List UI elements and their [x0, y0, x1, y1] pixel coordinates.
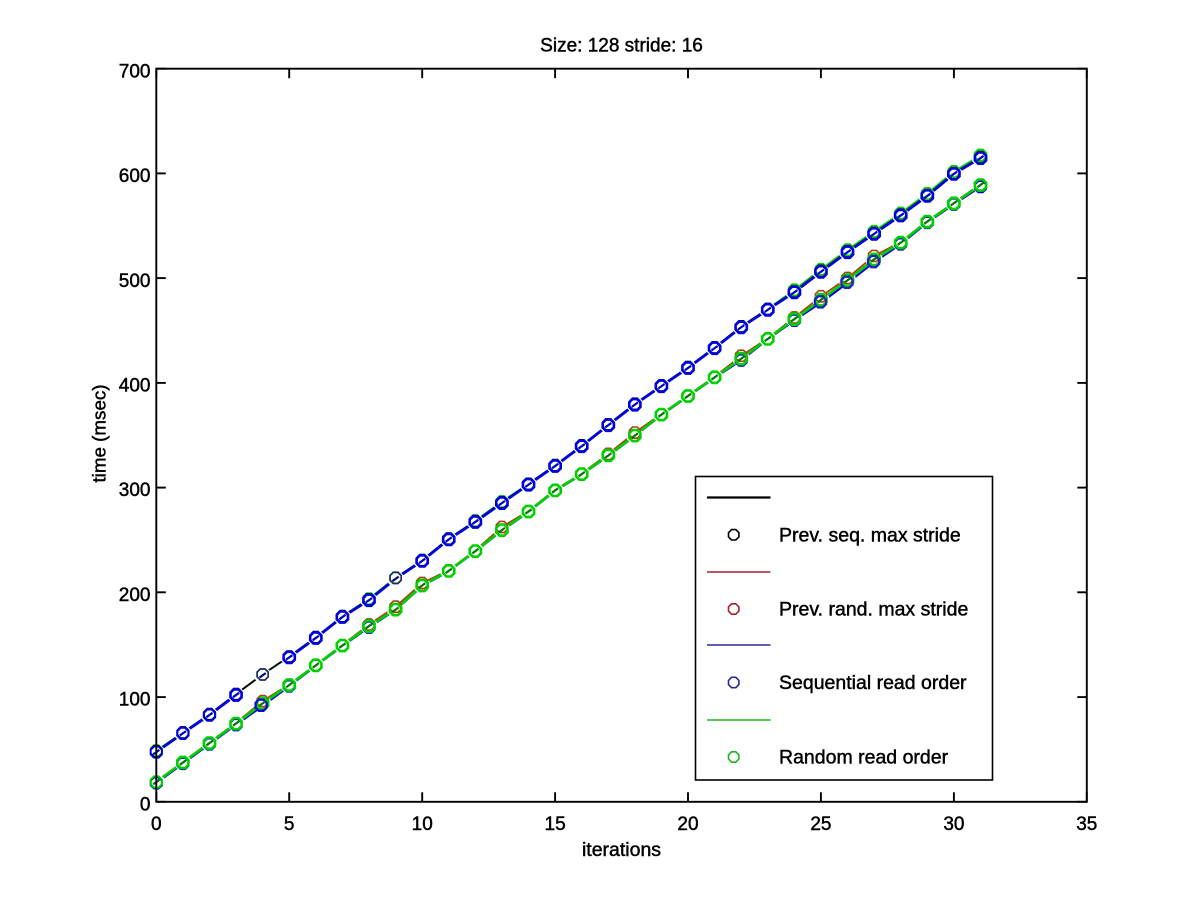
svg-text:0: 0 — [151, 814, 162, 835]
svg-text:35: 35 — [1076, 814, 1097, 835]
svg-text:Size: 128 stride: 16: Size: 128 stride: 16 — [540, 36, 703, 57]
svg-text:100: 100 — [119, 690, 151, 711]
svg-text:700: 700 — [119, 61, 151, 82]
svg-text:30: 30 — [943, 814, 964, 835]
svg-text:5: 5 — [284, 814, 295, 835]
svg-text:400: 400 — [119, 376, 151, 397]
svg-text:Random read order: Random read order — [779, 747, 949, 769]
svg-text:0: 0 — [140, 794, 151, 815]
svg-text:Prev. seq. max stride: Prev. seq. max stride — [779, 524, 961, 546]
svg-text:Prev. rand. max stride: Prev. rand. max stride — [779, 599, 968, 621]
svg-text:time (msec): time (msec) — [89, 384, 110, 482]
svg-text:25: 25 — [810, 814, 831, 835]
svg-text:200: 200 — [119, 585, 151, 606]
svg-text:500: 500 — [119, 271, 151, 292]
svg-text:600: 600 — [119, 166, 151, 187]
svg-text:10: 10 — [412, 814, 433, 835]
svg-text:20: 20 — [677, 814, 698, 835]
svg-text:15: 15 — [545, 814, 566, 835]
svg-text:300: 300 — [119, 480, 151, 501]
svg-text:iterations: iterations — [582, 839, 661, 861]
svg-text:Sequential read order: Sequential read order — [779, 672, 967, 694]
